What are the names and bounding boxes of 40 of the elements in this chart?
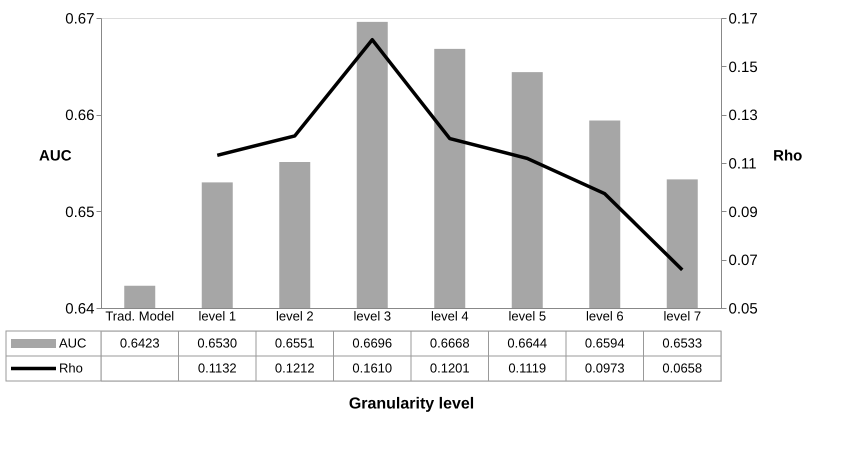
y2-tick-label: 0.11 (728, 156, 757, 172)
data-label: 0.6696 (352, 336, 392, 350)
y2-tick-label: 0.07 (728, 252, 758, 270)
data-label: 0.0973 (584, 360, 625, 376)
data-label: 0.0658 (662, 360, 702, 376)
x-tick-label: level 4 (430, 308, 469, 324)
x-tick-label: Trad. Model (105, 308, 174, 324)
data-label: 0.6644 (507, 336, 548, 350)
y2-axis-title: Rho (773, 148, 802, 164)
legend-label: AUC (59, 336, 86, 350)
y2-tick-label: 0.09 (728, 204, 758, 221)
x-axis-title: Granularity level (348, 396, 474, 412)
data-label: 0.1119 (508, 360, 546, 376)
y2-tick-label: 0.13 (728, 107, 758, 124)
x-tick-label: level 1 (198, 308, 236, 324)
data-label: 0.1201 (430, 360, 470, 376)
legend-label: Rho (59, 360, 83, 376)
y-axis-title: AUC (39, 148, 72, 164)
y-tick-label: 0.64 (65, 300, 94, 318)
y2-tick-label: 0.05 (728, 300, 758, 318)
x-tick-label: level 2 (276, 308, 314, 324)
data-label: 0.6594 (584, 336, 625, 350)
data-label: 0.1212 (274, 360, 315, 376)
line-series (216, 38, 684, 272)
data-label: 0.6530 (197, 336, 238, 350)
x-tick-label: level 3 (353, 308, 392, 324)
y-tick-label: 0.66 (65, 107, 94, 124)
data-label: 0.1132 (198, 360, 237, 376)
data-label: 0.6533 (662, 336, 702, 350)
y2-tick-label: 0.17 (728, 10, 758, 28)
y-tick-label: 0.67 (65, 10, 94, 28)
data-label: 0.6551 (274, 336, 315, 350)
x-tick-label: level 6 (586, 308, 624, 324)
data-label: 0.1610 (352, 360, 392, 376)
x-tick-label: level 5 (508, 308, 546, 324)
data-label: 0.6668 (430, 336, 470, 350)
data-label: 0.6423 (120, 336, 160, 350)
y2-tick-label: 0.15 (728, 58, 758, 76)
x-tick-label: level 7 (663, 308, 702, 324)
y-tick-label: 0.65 (65, 204, 94, 221)
